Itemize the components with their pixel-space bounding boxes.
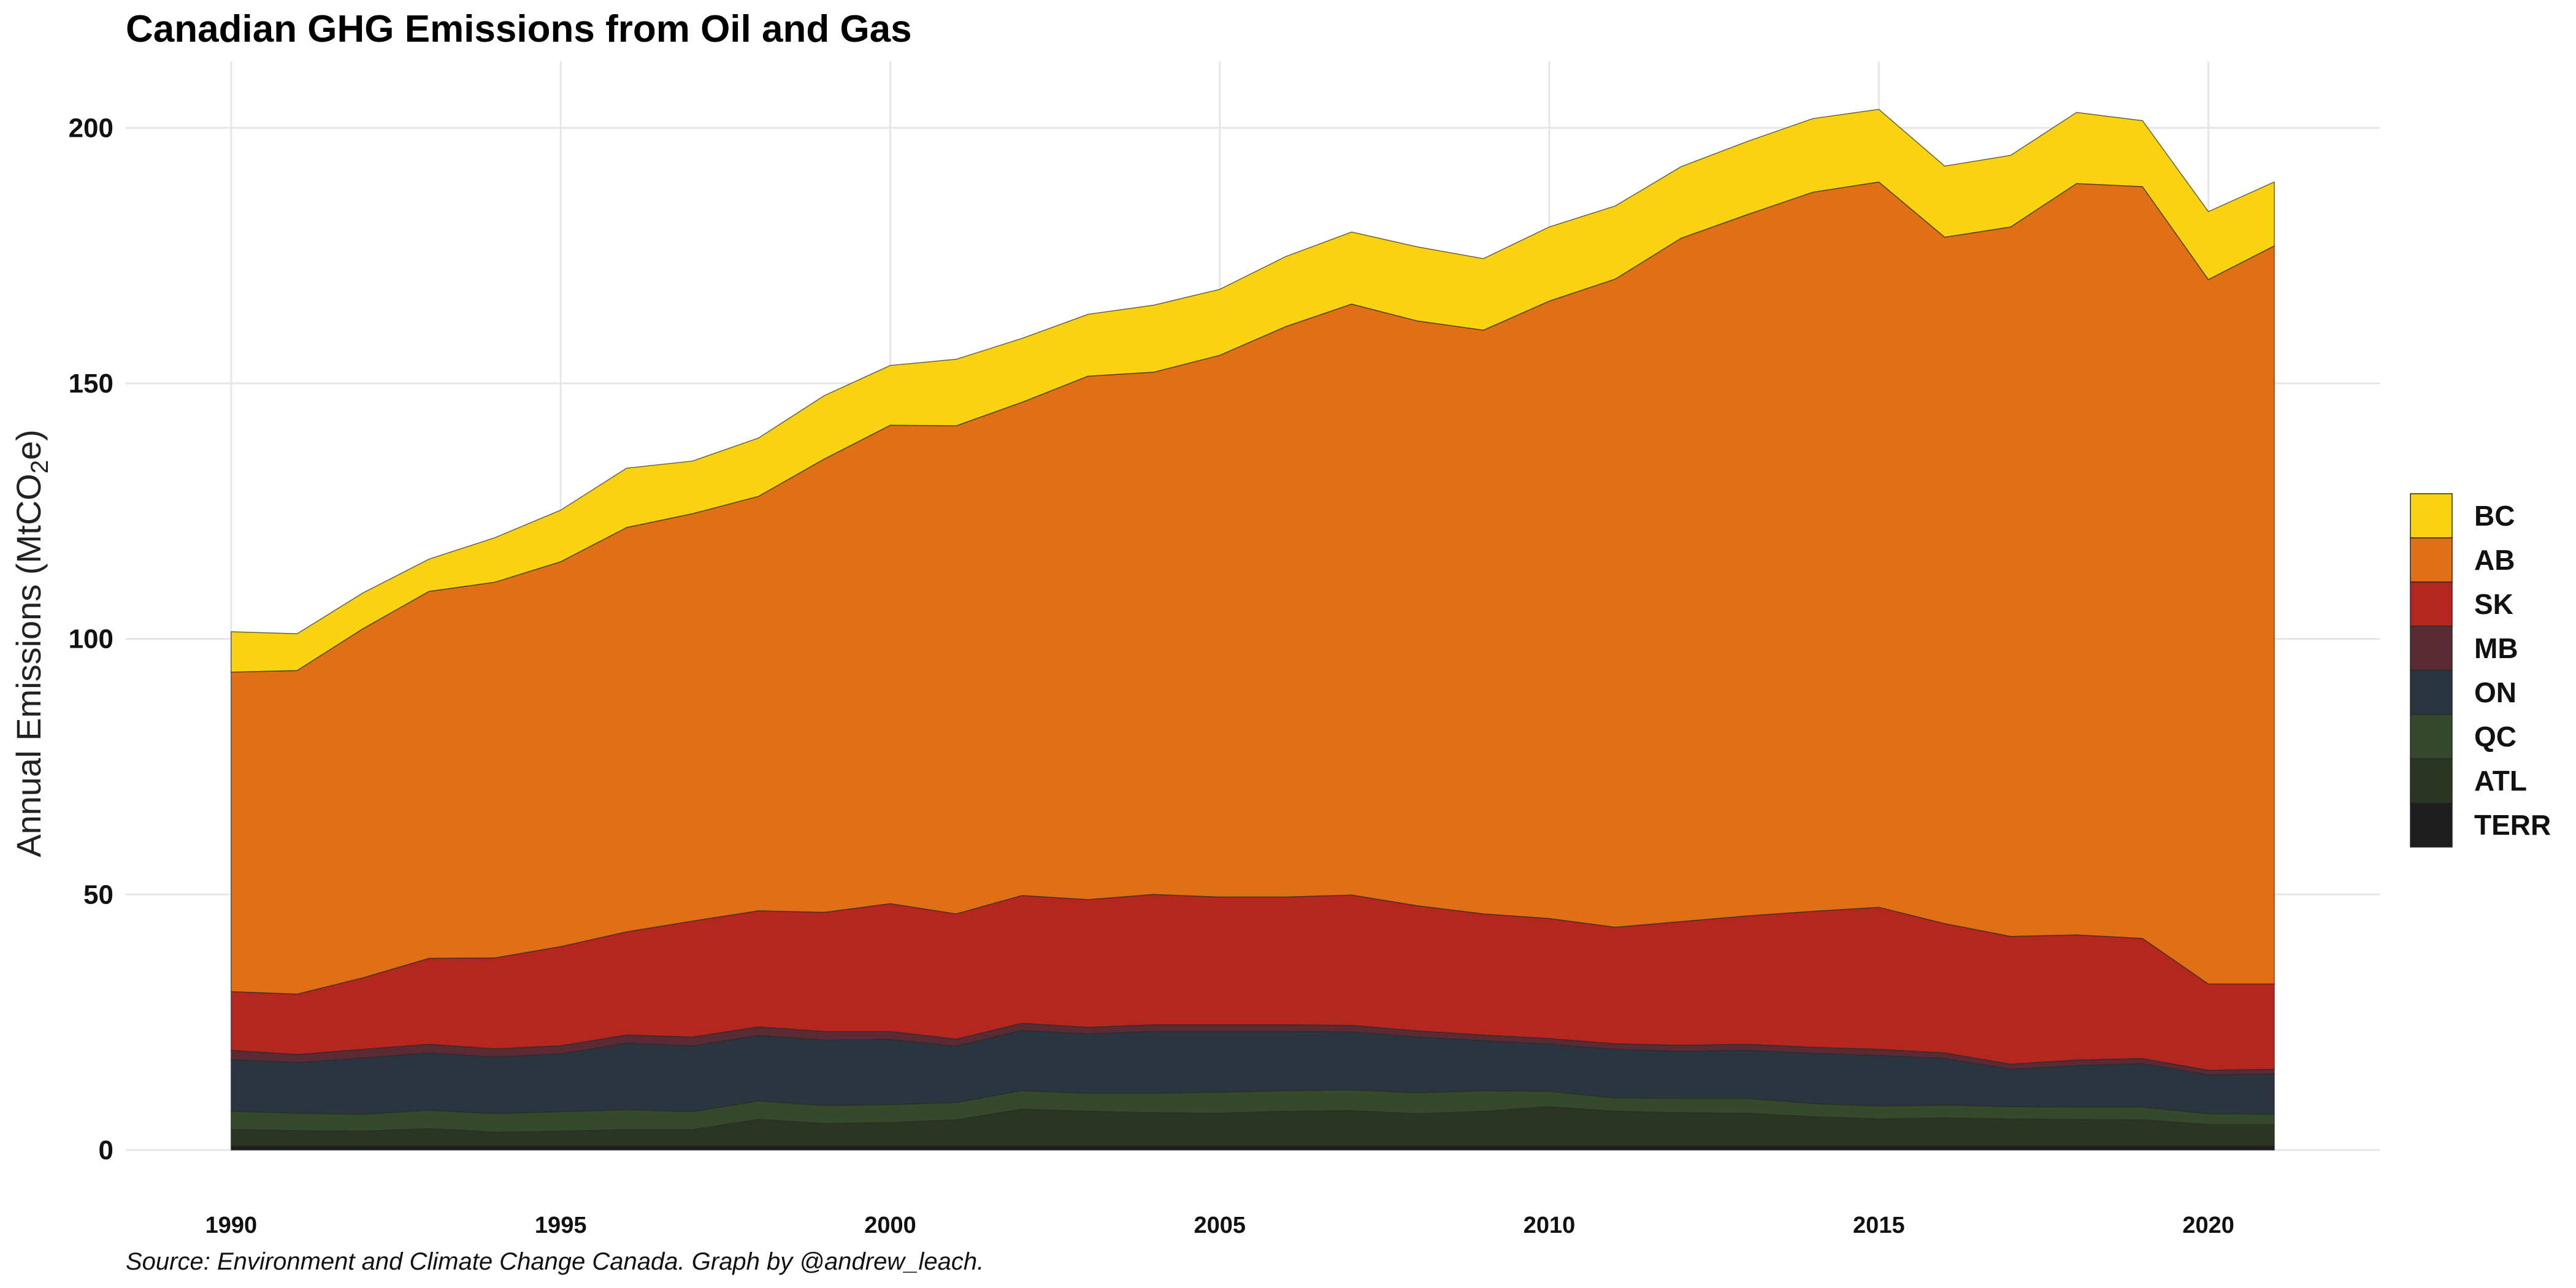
y-tick-label: 50	[83, 880, 113, 910]
y-tick-label: 150	[69, 369, 113, 399]
y-axis-label-main: Annual Emissions (MtCO	[9, 473, 48, 857]
legend-label-ab: AB	[2474, 544, 2515, 576]
y-tick-label: 0	[99, 1135, 113, 1165]
legend-label-atl: ATL	[2474, 765, 2527, 797]
y-axis-label-subscript: 2	[26, 460, 53, 473]
legend-swatch-terr	[2410, 802, 2453, 848]
y-tick-label: 100	[69, 624, 113, 654]
area-bc	[231, 109, 2275, 673]
plot-areas	[231, 109, 2275, 1151]
x-tick-label: 1990	[205, 1213, 258, 1238]
y-axis: 0 50 100 150 200	[69, 113, 113, 1165]
chart-title: Canadian GHG Emissions from Oil and Gas	[126, 8, 912, 50]
legend-swatch-mb	[2410, 626, 2453, 671]
legend-label-mb: MB	[2474, 632, 2518, 664]
legend-swatch-atl	[2410, 758, 2453, 803]
legend-swatch-sk	[2410, 581, 2453, 627]
x-tick-label: 2005	[1194, 1213, 1246, 1238]
legend-label-qc: QC	[2474, 721, 2517, 753]
x-tick-label: 2010	[1524, 1213, 1576, 1238]
legend-swatch-qc	[2410, 714, 2453, 759]
legend-label-on: ON	[2474, 677, 2517, 708]
legend-swatch-ab	[2410, 537, 2453, 583]
x-axis: 1990 1995 2000 2005 2010 2015 2020	[205, 1213, 2234, 1238]
x-tick-label: 2015	[1853, 1213, 1905, 1238]
legend-swatch-bc	[2410, 493, 2453, 539]
legend: BC AB SK MB ON QC ATL TERR	[2410, 493, 2551, 848]
x-tick-label: 2020	[2182, 1213, 2234, 1238]
legend-label-terr: TERR	[2474, 809, 2551, 841]
y-axis-label: Annual Emissions (MtCO2e)	[9, 429, 53, 857]
area-terr	[231, 1145, 2275, 1151]
legend-swatch-on	[2410, 670, 2453, 715]
legend-label-bc: BC	[2474, 500, 2515, 532]
y-axis-label-suffix: e)	[9, 429, 48, 460]
x-tick-label: 2000	[864, 1213, 916, 1238]
caption: Source: Environment and Climate Change C…	[126, 1248, 984, 1275]
x-tick-label: 1995	[535, 1213, 587, 1238]
legend-label-sk: SK	[2474, 588, 2513, 620]
y-tick-label: 200	[69, 113, 113, 143]
